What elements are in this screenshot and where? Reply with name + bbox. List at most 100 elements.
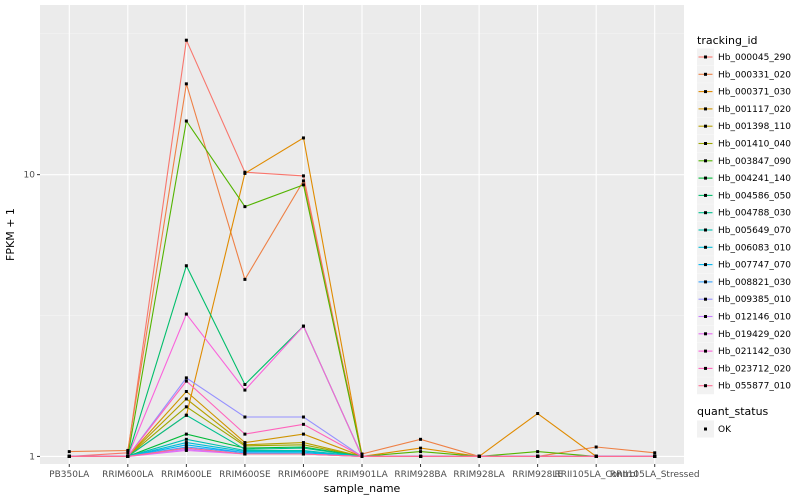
x-axis: PB350LA RRIM600LA RRIM600LE RRIM600SE RRIM60… (49, 464, 700, 480)
legend-key-point (704, 55, 707, 59)
x-tick-label: RRIM928BA (394, 470, 447, 480)
legend-item-label[interactable]: Hb_004586_050 (718, 191, 791, 201)
data-point (184, 448, 188, 452)
legend-item-label[interactable]: Hb_000371_030 (718, 88, 791, 98)
legend-item-label[interactable]: Hb_019429_020 (718, 330, 791, 340)
legend-item-label[interactable]: Hb_001398_110 (718, 122, 791, 132)
data-point (126, 454, 130, 458)
data-point (184, 441, 188, 445)
legend-key-point (704, 142, 707, 145)
data-point (184, 443, 188, 447)
data-point (184, 389, 188, 393)
data-point (301, 183, 305, 187)
data-point (477, 454, 481, 458)
legend[interactable]: Hb_000045_290 Hb_000331_020 Hb_000371_030 H… (697, 48, 791, 395)
data-point (184, 119, 188, 123)
data-point (243, 452, 247, 456)
data-point (243, 171, 247, 175)
legend-key-point (704, 297, 707, 301)
y-axis-title: FPKM + 1 (4, 208, 17, 261)
legend-key-point (704, 159, 707, 163)
data-point (301, 136, 305, 140)
data-point (536, 412, 540, 416)
data-point (653, 451, 657, 455)
legend-item-label[interactable]: Hb_007747_070 (718, 261, 791, 271)
legend-item-label[interactable]: Hb_009385_010 (718, 295, 791, 305)
x-axis-title: sample_name (324, 482, 401, 495)
data-point (243, 277, 247, 281)
data-point (653, 454, 657, 458)
data-point (301, 179, 305, 183)
data-point (360, 452, 364, 456)
data-point (67, 454, 71, 458)
y-tick-label: 1 (29, 452, 35, 462)
legend-item-label[interactable]: Hb_006083_010 (718, 243, 791, 253)
data-point (419, 450, 423, 454)
data-point (301, 422, 305, 426)
legend2-item-label: OK (718, 425, 732, 435)
data-point (594, 445, 598, 449)
legend-item-label[interactable]: Hb_012146_010 (718, 313, 791, 323)
data-point (184, 264, 188, 268)
legend-key-point (704, 384, 707, 388)
data-point (184, 38, 188, 42)
legend-item-label[interactable]: Hb_008821_030 (718, 278, 791, 288)
data-point (243, 205, 247, 209)
data-point (536, 454, 540, 458)
data-point (360, 454, 364, 458)
data-point (301, 446, 305, 450)
legend-item-label[interactable]: Hb_004788_030 (718, 209, 791, 219)
data-point (301, 452, 305, 456)
data-point (184, 413, 188, 417)
data-point (243, 382, 247, 386)
legend-key-point (704, 107, 707, 111)
x-tick-label: PB350LA (49, 470, 90, 480)
legend-item-label[interactable]: Hb_023712_020 (718, 364, 791, 374)
data-point (184, 376, 188, 380)
legend-item-label[interactable]: Hb_021142_030 (718, 347, 791, 357)
data-point (184, 446, 188, 450)
legend-key-point (704, 280, 707, 284)
legend-key-point (704, 332, 707, 336)
legend-key-point (704, 90, 707, 94)
legend-key-point (704, 228, 707, 232)
x-tick-label: RRII105LA_Stressed (610, 470, 700, 480)
legend-key-point (704, 72, 707, 76)
data-point (301, 443, 305, 447)
legend-item-label[interactable]: Hb_055877_010 (718, 382, 791, 392)
legend-item-label[interactable]: Hb_004241_140 (718, 174, 791, 184)
data-point (301, 441, 305, 445)
data-point (243, 432, 247, 436)
data-point (184, 397, 188, 401)
data-point (536, 450, 540, 454)
x-tick-label: RRIM600SE (219, 470, 271, 480)
data-point (67, 450, 71, 454)
x-tick-label: RRIM600PE (278, 470, 330, 480)
legend2-key-point (704, 427, 707, 431)
x-tick-label: RRIM600LA (102, 470, 154, 480)
legend-item-label[interactable]: Hb_001410_040 (718, 140, 791, 150)
x-tick-label: RRIM901LA (336, 470, 388, 480)
x-tick-label: RRIM600LE (161, 470, 212, 480)
legend-key-point (704, 193, 707, 197)
legend-item-label[interactable]: Hb_003847_090 (718, 157, 791, 167)
data-point (184, 437, 188, 441)
x-tick-label: RRIM928LE (512, 470, 563, 480)
data-point (301, 174, 305, 178)
data-point (301, 324, 305, 328)
data-point (184, 432, 188, 436)
legend-key-point (704, 245, 707, 249)
legend-item-label[interactable]: Hb_001117_020 (718, 105, 791, 115)
data-point (594, 454, 598, 458)
legend-key-point (704, 349, 707, 353)
legend-item-label[interactable]: Hb_005649_070 (718, 226, 791, 236)
legend-item-label[interactable]: Hb_000045_290 (718, 53, 791, 63)
legend-title: tracking_id (697, 34, 758, 47)
y-axis: 1 10 (24, 171, 40, 462)
x-tick-label: RRII105LA_Control (554, 470, 637, 480)
data-point (419, 446, 423, 450)
data-point (243, 388, 247, 392)
data-point (184, 405, 188, 409)
legend-item-label[interactable]: Hb_000331_020 (718, 70, 791, 80)
